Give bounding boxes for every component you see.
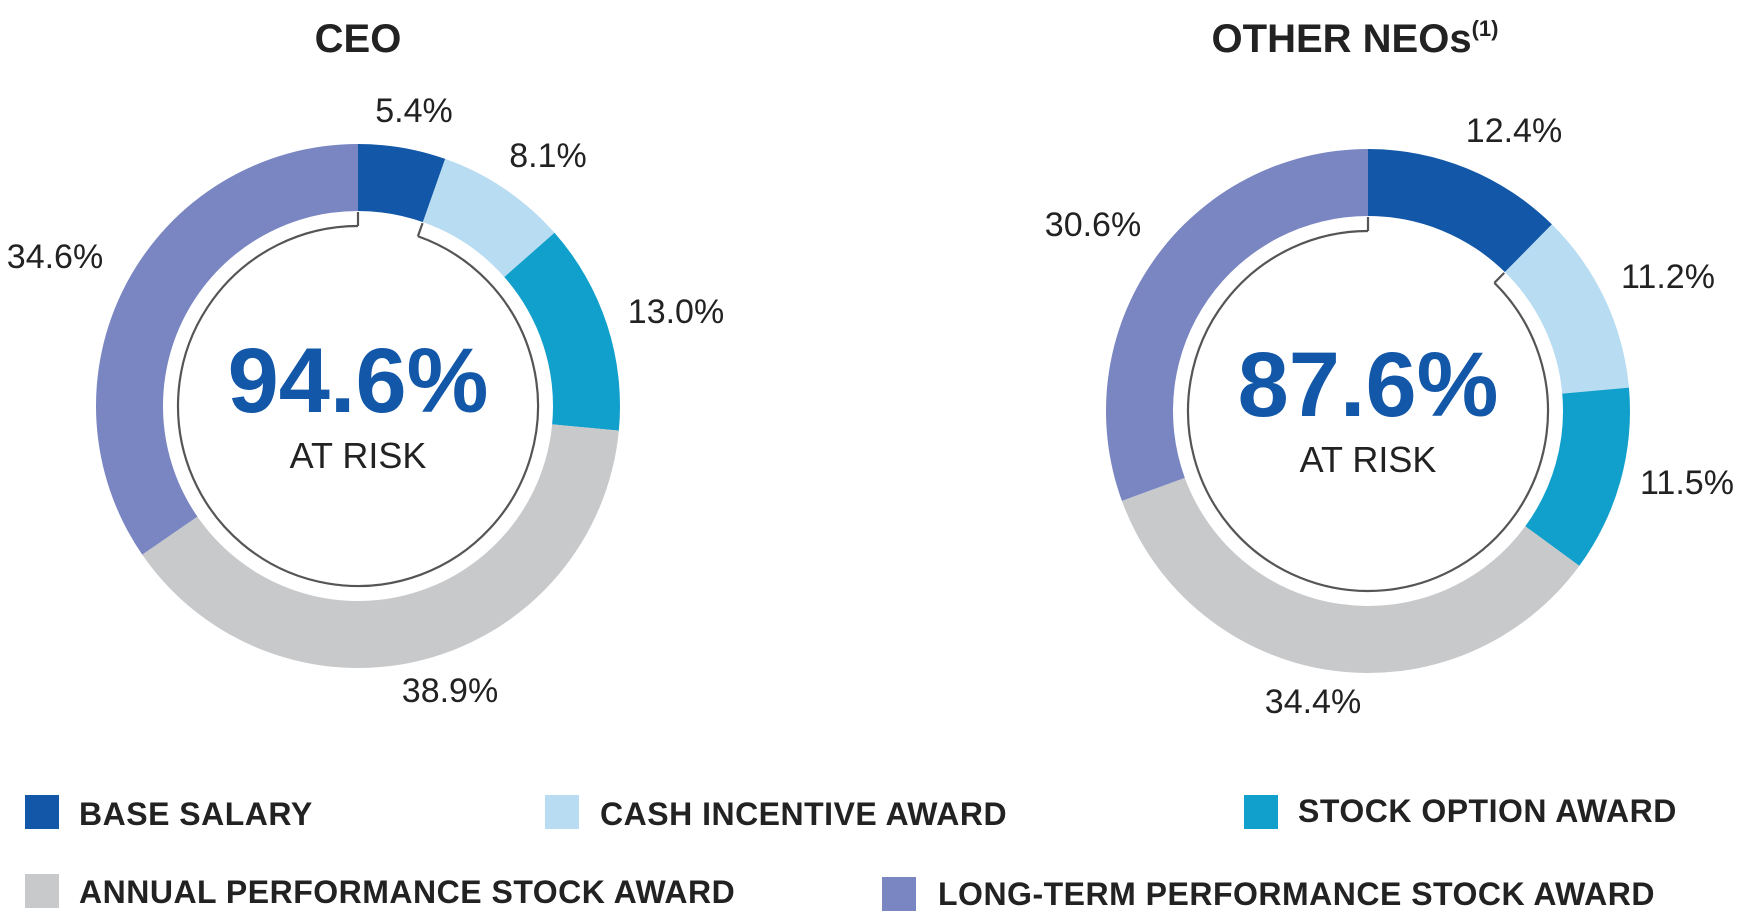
other-neos-title-footnote: (1) [1472,16,1499,41]
other-neos-chart-title: OTHER NEOs(1) [1212,16,1499,61]
ceo-label-base-salary: 5.4% [375,92,453,130]
legend-label-base-salary: BASE SALARY [79,796,313,832]
ceo-label-annual-performance: 38.9% [402,672,498,710]
legend-item-base-salary: BASE SALARY [25,795,313,832]
legend-item-cash-incentive: CASH INCENTIVE AWARD [545,795,1007,832]
legend-label-long-term-performance: LONG-TERM PERFORMANCE STOCK AWARD [938,876,1655,912]
ceo-at-risk-bracket-start-tick [416,222,424,237]
ceo-slice-stock-option [504,232,620,431]
legend-swatch-cash-incentive [545,795,579,829]
ceo-donut [95,144,620,669]
ceo-slice-long-term-performance [95,144,358,555]
other-neos-slice-cash-incentive [1504,224,1629,394]
ceo-at-risk-label: AT RISK [290,435,427,476]
legend-item-long-term-performance: LONG-TERM PERFORMANCE STOCK AWARD [882,876,1655,912]
ceo-slice-base-salary [358,144,446,223]
ceo-chart: CEO 94.6% AT RISK 5.4% 8.1% 13.0% 38.9% … [7,17,724,710]
ceo-at-risk-bracket [176,224,540,588]
other-neos-at-risk-bracket [1186,229,1550,593]
ceo-at-risk-value: 94.6% [228,330,489,432]
legend-item-annual-performance: ANNUAL PERFORMANCE STOCK AWARD [25,874,735,910]
other-neos-label-cash-incentive: 11.2% [1621,258,1715,296]
other-neos-donut [1106,149,1630,673]
legend: BASE SALARY CASH INCENTIVE AWARD STOCK O… [25,793,1677,912]
ceo-label-stock-option: 13.0% [628,293,724,331]
other-neos-label-stock-option: 11.5% [1640,464,1734,502]
other-neos-label-base-salary: 12.4% [1466,112,1562,150]
other-neos-slice-long-term-performance [1106,149,1368,501]
legend-swatch-base-salary [25,795,59,829]
legend-swatch-long-term-performance [882,877,916,911]
legend-label-stock-option: STOCK OPTION AWARD [1298,793,1677,829]
other-neos-slice-annual-performance [1121,477,1580,673]
legend-label-cash-incentive: CASH INCENTIVE AWARD [600,796,1007,832]
legend-swatch-annual-performance [25,874,59,908]
other-neos-at-risk-value: 87.6% [1238,334,1499,436]
other-neos-chart: OTHER NEOs(1) 87.6% AT RISK 12.4% 11.2% … [1045,16,1734,721]
other-neos-at-risk-bracket-start-tick [1493,272,1505,284]
ceo-slice-annual-performance [142,424,619,669]
ceo-chart-title: CEO [315,17,402,61]
other-neos-label-long-term-performance: 30.6% [1045,206,1141,244]
other-neos-label-annual-performance: 34.4% [1265,683,1361,721]
other-neos-slice-base-salary [1368,149,1552,273]
other-neos-at-risk-label: AT RISK [1300,439,1437,480]
other-neos-slice-stock-option [1525,387,1630,566]
legend-swatch-stock-option [1244,795,1278,829]
other-neos-title-text: OTHER NEOs [1212,17,1472,61]
ceo-label-cash-incentive: 8.1% [509,137,587,175]
ceo-label-long-term-performance: 34.6% [7,238,103,276]
ceo-slice-cash-incentive [422,158,555,278]
legend-label-annual-performance: ANNUAL PERFORMANCE STOCK AWARD [79,874,735,910]
legend-item-stock-option: STOCK OPTION AWARD [1244,793,1677,829]
